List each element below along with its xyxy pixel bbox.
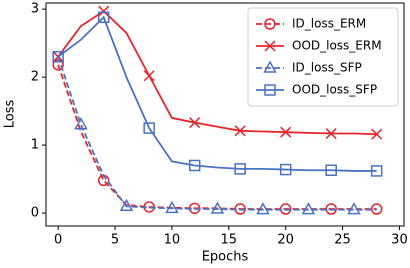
marker (97, 11, 110, 24)
x-tick-label: 10 (164, 233, 181, 248)
marker (256, 202, 270, 215)
marker (74, 117, 88, 130)
x-tick-label: 20 (277, 233, 294, 248)
y-tick-label: 2 (31, 70, 39, 85)
legend-box (247, 7, 399, 107)
y-tick-label: 1 (31, 138, 39, 153)
marker (143, 122, 155, 134)
y-axis-label: Loss (3, 100, 18, 129)
x-tick-label: 5 (111, 233, 119, 248)
marker (325, 128, 337, 140)
x-axis-label: Epochs (202, 250, 249, 265)
marker (98, 5, 110, 17)
marker (279, 163, 292, 176)
marker (119, 198, 134, 212)
legend-label: ID_loss_SFP (292, 61, 362, 75)
marker (234, 163, 246, 175)
x-tick-label: 25 (334, 233, 351, 248)
marker (301, 202, 316, 215)
marker (325, 164, 337, 176)
marker (143, 70, 155, 82)
marker (52, 59, 64, 71)
legend-label: OOD_loss_ERM (292, 39, 382, 53)
marker (52, 50, 64, 63)
marker (188, 159, 201, 172)
legend-label: OOD_loss_SFP (292, 83, 377, 97)
marker (371, 128, 383, 140)
series-line (57, 56, 377, 211)
marker (189, 117, 201, 129)
y-tick-label: 0 (31, 206, 39, 221)
legend-marker (264, 18, 276, 30)
legend-marker (263, 60, 277, 73)
series-line (57, 10, 377, 136)
x-tick-label: 30 (391, 233, 408, 248)
x-tick-label: 15 (221, 233, 238, 248)
marker (165, 200, 179, 214)
plot-frame (45, 2, 405, 227)
series-line (57, 15, 377, 172)
y-tick-label: 3 (31, 2, 39, 17)
marker (210, 201, 225, 214)
marker (370, 165, 383, 177)
x-tick-label: 0 (54, 233, 62, 248)
marker (280, 126, 292, 138)
legend-marker (264, 84, 276, 96)
marker (347, 202, 361, 215)
legend-marker (264, 40, 276, 52)
marker (234, 125, 246, 137)
legend-label: ID_loss_ERM (292, 17, 366, 31)
legend: ID_loss_ERM OOD_loss_ERM ID_loss_SFP OOD_lo… (247, 7, 399, 107)
